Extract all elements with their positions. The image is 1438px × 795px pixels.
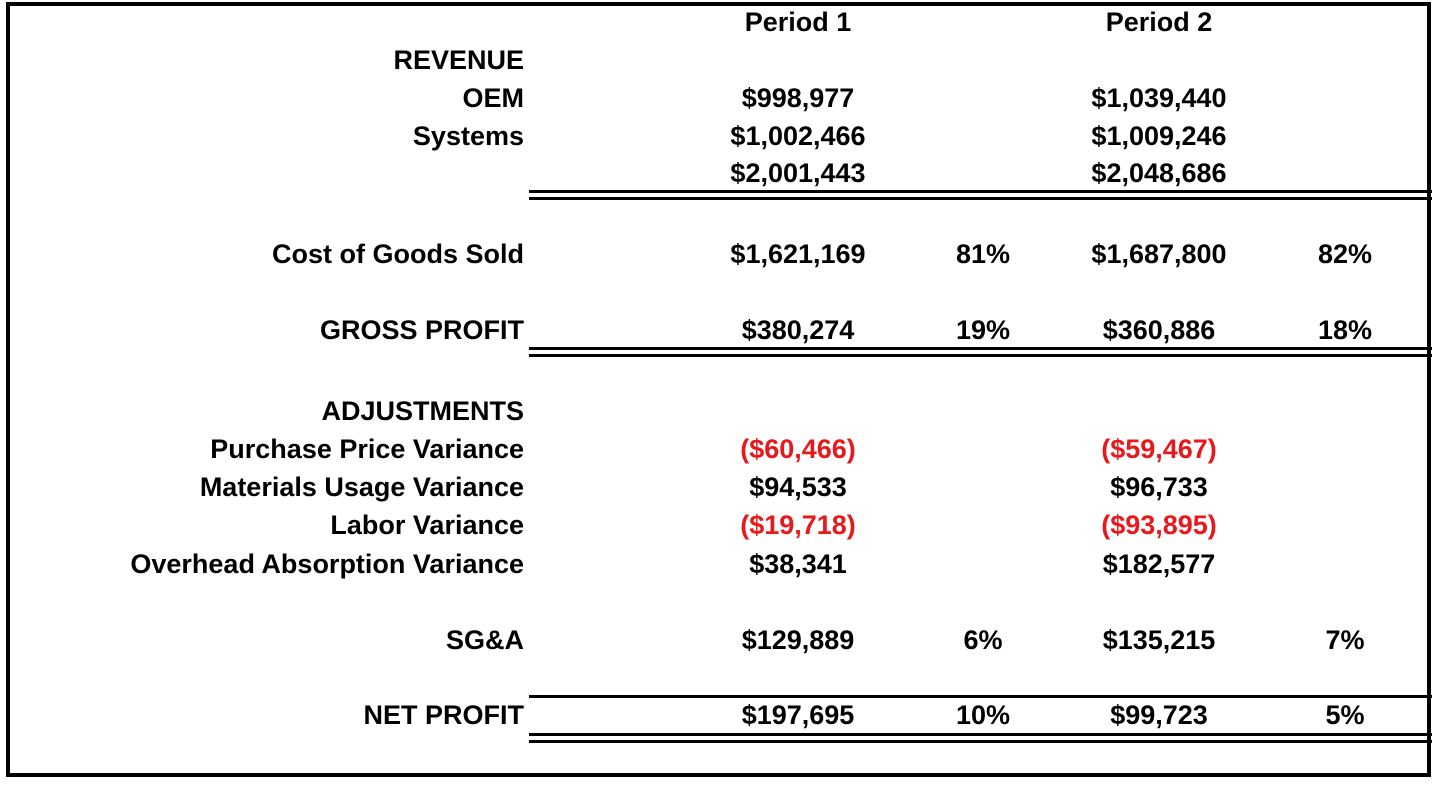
ppv-period-1: ($60,466) [740, 434, 856, 464]
period-2-header: Period 2 [1105, 7, 1213, 37]
cogs-label: Cost of Goods Sold [272, 239, 524, 269]
revenue-section-label: REVENUE [393, 45, 524, 75]
oem-label: OEM [462, 83, 524, 113]
muv-period-1: $94,533 [749, 472, 847, 502]
ppv-label: Purchase Price Variance [210, 434, 524, 464]
labor-variance-period-1: ($19,718) [740, 510, 856, 540]
cogs-period-1: $1,621,169 [730, 239, 866, 269]
adjustments-section-label: ADJUSTMENTS [321, 396, 524, 426]
gross-profit-period-1-pct: 19% [955, 315, 1011, 345]
revenue-total-rule-top [529, 190, 1432, 193]
sga-period-2-pct: 7% [1325, 625, 1365, 655]
sga-period-2: $135,215 [1102, 625, 1216, 655]
overhead-variance-label: Overhead Absorption Variance [130, 549, 524, 579]
oem-period-1: $998,977 [741, 83, 855, 113]
systems-period-2: $1,009,246 [1091, 121, 1227, 151]
gross-profit-period-1: $380,274 [741, 315, 855, 345]
net-profit-period-1: $197,695 [741, 700, 855, 730]
net-profit-label: NET PROFIT [363, 700, 525, 730]
period-1-header: Period 1 [744, 7, 852, 37]
cogs-period-2-pct: 82% [1317, 239, 1373, 269]
net-profit-period-1-pct: 10% [955, 700, 1011, 730]
muv-period-2: $96,733 [1110, 472, 1208, 502]
ppv-period-2: ($59,467) [1101, 434, 1217, 464]
revenue-total-period-1: $2,001,443 [730, 158, 866, 188]
gross-profit-period-2-pct: 18% [1317, 315, 1373, 345]
gross-profit-label: GROSS PROFIT [319, 315, 524, 345]
net-profit-period-2-pct: 5% [1325, 700, 1365, 730]
labor-variance-label: Labor Variance [330, 510, 524, 540]
overhead-variance-period-2: $182,577 [1102, 549, 1216, 579]
sga-period-1: $129,889 [741, 625, 855, 655]
net-profit-rule-top [529, 733, 1432, 736]
revenue-total-rule-bottom [529, 197, 1432, 200]
revenue-total-period-2: $2,048,686 [1091, 158, 1227, 188]
net-profit-rule-bottom [529, 740, 1432, 743]
gross-profit-rule-bottom [529, 354, 1432, 357]
sga-period-1-pct: 6% [963, 625, 1003, 655]
cogs-period-2: $1,687,800 [1091, 239, 1227, 269]
gross-profit-rule-top [529, 347, 1432, 350]
statement-frame [6, 2, 1431, 777]
cogs-period-1-pct: 81% [955, 239, 1011, 269]
net-profit-period-2: $99,723 [1110, 700, 1208, 730]
oem-period-2: $1,039,440 [1091, 83, 1227, 113]
net-profit-rule-above [529, 695, 1432, 698]
gross-profit-period-2: $360,886 [1102, 315, 1216, 345]
labor-variance-period-2: ($93,895) [1101, 510, 1217, 540]
systems-period-1: $1,002,466 [730, 121, 866, 151]
overhead-variance-period-1: $38,341 [749, 549, 847, 579]
muv-label: Materials Usage Variance [199, 472, 524, 502]
systems-label: Systems [412, 121, 524, 151]
sga-label: SG&A [445, 625, 524, 655]
